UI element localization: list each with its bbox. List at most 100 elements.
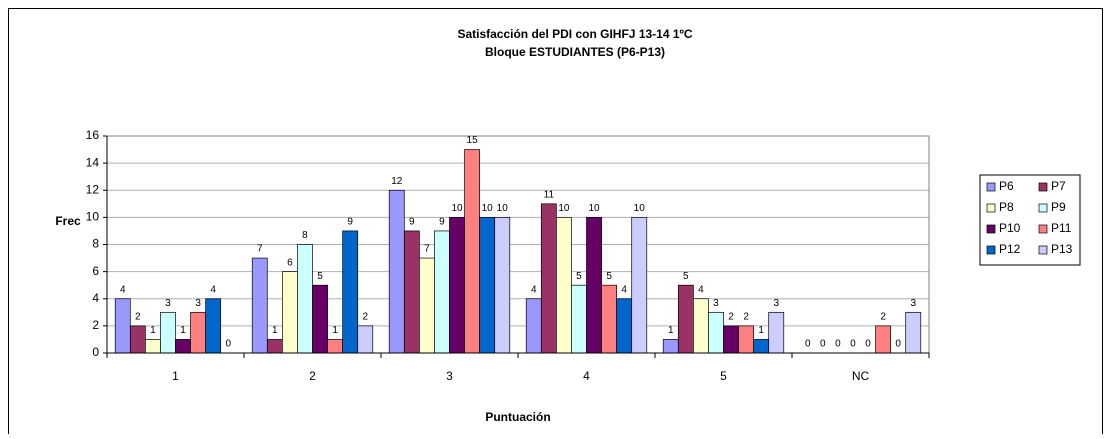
- legend-swatch: [986, 224, 996, 234]
- data-label: 1: [758, 325, 764, 336]
- data-label: 10: [634, 203, 646, 214]
- bar: [571, 284, 587, 354]
- data-label: 7: [424, 244, 430, 255]
- data-label: 1: [272, 325, 278, 336]
- bar: [403, 230, 420, 354]
- bar: [464, 149, 480, 354]
- y-tick-label: 10: [86, 210, 100, 224]
- data-label: 6: [287, 257, 293, 268]
- data-label: 2: [743, 312, 749, 323]
- bar: [160, 311, 176, 354]
- bar: [616, 298, 633, 354]
- bar: [693, 298, 709, 354]
- data-label: 7: [257, 244, 263, 255]
- data-label: 3: [195, 298, 201, 309]
- y-tick-label: 16: [86, 128, 100, 142]
- legend-label: P8: [999, 200, 1014, 214]
- data-label: 0: [820, 339, 826, 350]
- data-label: 2: [362, 312, 368, 323]
- data-label: 4: [120, 284, 126, 295]
- y-tick-label: 12: [86, 182, 100, 196]
- y-axis-label: Frec: [55, 214, 81, 228]
- data-label: 11: [544, 189, 555, 200]
- bar: [449, 217, 465, 354]
- data-label: 1: [180, 325, 186, 336]
- data-label: 1: [668, 325, 674, 336]
- data-label: 10: [558, 203, 570, 214]
- data-label: 3: [910, 298, 916, 309]
- bar: [875, 325, 891, 354]
- data-label: 5: [606, 271, 612, 282]
- bar: [434, 230, 450, 354]
- data-label: 3: [165, 298, 171, 309]
- data-label: 10: [482, 203, 494, 214]
- bar: [175, 339, 191, 354]
- bar: [738, 325, 754, 354]
- y-tick-label: 2: [92, 318, 99, 332]
- data-label: 10: [451, 203, 463, 214]
- data-label: 5: [317, 271, 323, 282]
- data-label: 9: [439, 217, 445, 228]
- data-label: 1: [150, 325, 156, 336]
- data-label: 0: [835, 339, 841, 350]
- data-label: 4: [531, 284, 537, 295]
- data-label: 2: [880, 312, 886, 323]
- bar: [205, 298, 222, 354]
- bar: [723, 325, 739, 354]
- data-label: 10: [497, 203, 509, 214]
- legend-label: P9: [1051, 200, 1066, 214]
- legend-swatch: [986, 245, 996, 255]
- x-axis-label: Puntuación: [485, 410, 550, 424]
- y-tick-label: 4: [92, 291, 99, 305]
- bar: [297, 244, 313, 354]
- bar: [312, 284, 328, 354]
- x-tick-label: 4: [583, 369, 590, 383]
- bar: [479, 217, 496, 354]
- data-label: 3: [713, 298, 719, 309]
- data-label: 0: [850, 339, 856, 350]
- data-label: 2: [728, 312, 734, 323]
- data-label: 2: [135, 312, 141, 323]
- legend-label: P13: [1051, 242, 1073, 256]
- data-label: 0: [225, 339, 231, 350]
- chart-subtitle: Bloque ESTUDIANTES (P6-P13): [485, 45, 665, 59]
- bar: [662, 339, 679, 354]
- legend-label: P12: [999, 242, 1021, 256]
- bar: [768, 311, 785, 354]
- data-label: 12: [391, 176, 403, 187]
- data-label: 5: [683, 271, 689, 282]
- x-tick-label: 2: [309, 369, 316, 383]
- data-label: 4: [621, 284, 627, 295]
- bar: [129, 325, 146, 354]
- legend-label: P6: [999, 179, 1014, 193]
- data-label: 3: [773, 298, 779, 309]
- legend-label: P11: [1051, 221, 1072, 235]
- bar: [540, 203, 557, 354]
- bar: [357, 325, 374, 354]
- data-label: 0: [895, 339, 901, 350]
- y-tick-label: 0: [92, 345, 99, 359]
- bar: [708, 311, 724, 354]
- x-tick-label: NC: [852, 369, 870, 383]
- x-tick-label: 5: [720, 369, 727, 383]
- bar: [631, 217, 648, 354]
- y-tick-label: 8: [92, 237, 99, 251]
- legend-swatch: [1038, 245, 1048, 255]
- bar: [327, 339, 343, 354]
- bar: [114, 298, 131, 354]
- bar: [753, 339, 770, 354]
- bar: [266, 339, 283, 354]
- data-label: 8: [302, 230, 308, 241]
- legend-label: P10: [999, 221, 1021, 235]
- bar: [419, 257, 435, 354]
- data-label: 5: [576, 271, 582, 282]
- bar: [342, 230, 359, 354]
- x-tick-label: 3: [446, 369, 453, 383]
- y-tick-label: 14: [86, 155, 100, 169]
- legend-box: [979, 174, 1081, 266]
- y-tick-label: 6: [92, 264, 99, 278]
- bar: [525, 298, 542, 354]
- x-tick-label: 1: [172, 369, 179, 383]
- legend-swatch: [986, 203, 996, 213]
